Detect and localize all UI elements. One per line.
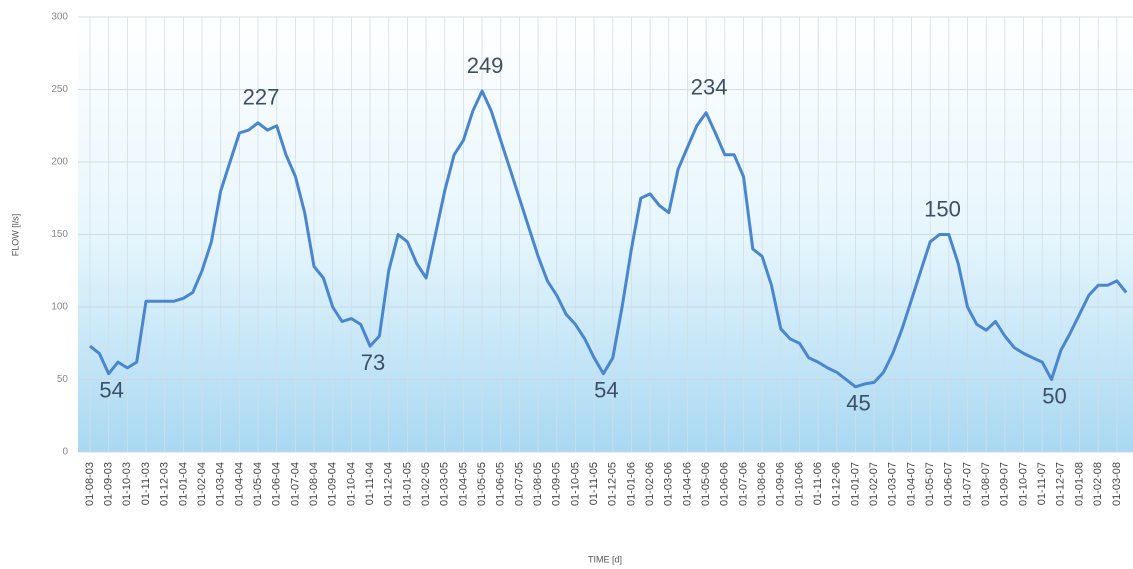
x-tick-label: 01-03-05: [439, 462, 451, 506]
x-tick-label: 01-08-05: [532, 462, 544, 506]
x-tick-label: 01-12-03: [159, 462, 171, 506]
x-tick-label: 01-01-04: [177, 462, 189, 506]
x-tick-label: 01-04-06: [681, 462, 693, 506]
x-tick-label: 01-04-05: [457, 462, 469, 506]
x-tick-label: 01-05-05: [476, 462, 488, 506]
x-tick-label: 01-03-07: [887, 462, 899, 506]
x-tick-label: 01-11-07: [1036, 462, 1048, 505]
x-tick-label: 01-07-05: [513, 462, 525, 506]
x-tick-label: 01-05-07: [924, 462, 936, 506]
x-tick-label: 01-01-07: [849, 462, 861, 506]
x-tick-label: 01-12-05: [607, 462, 619, 506]
y-tick-label: 50: [57, 374, 69, 385]
x-tick-label: 01-04-07: [905, 462, 917, 506]
x-tick-label: 01-06-05: [495, 462, 507, 506]
x-tick-label: 01-07-07: [961, 462, 973, 506]
y-tick-label: 150: [51, 229, 68, 240]
value-label: 50: [1042, 383, 1066, 408]
x-tick-label: 01-10-03: [121, 462, 133, 506]
x-axis-label: TIME [d]: [588, 554, 622, 564]
value-label: 45: [846, 391, 870, 416]
x-tick-label: 01-03-08: [1111, 462, 1123, 506]
line: [89, 89, 1128, 389]
x-tick-label: 01-11-04: [364, 462, 376, 505]
x-tick-label: 01-06-07: [943, 462, 955, 506]
x-tick-label: 01-09-07: [999, 462, 1011, 506]
x-tick-label: 01-09-06: [775, 462, 787, 506]
x-tick-label: 01-01-05: [401, 462, 413, 506]
y-tick-label: 250: [51, 84, 68, 95]
x-tick-label: 01-09-03: [103, 462, 115, 506]
y-tick-label: 300: [51, 12, 68, 23]
x-tick-label: 01-03-04: [215, 462, 227, 506]
x-tick-label: 01-09-04: [327, 462, 339, 506]
x-tick-label: 01-12-06: [831, 462, 843, 506]
x-tick-label: 01-05-06: [700, 462, 712, 506]
x-tick-label: 01-06-04: [271, 462, 283, 506]
x-tick-label: 01-10-07: [1017, 462, 1029, 506]
x-tick-label: 01-12-07: [1055, 462, 1067, 506]
x-tick-label: 01-09-05: [551, 462, 563, 506]
y-axis-label: FLOW [l/s]: [10, 214, 20, 257]
x-tick-label: 01-01-08: [1073, 462, 1085, 506]
x-tick-label: 01-10-05: [569, 462, 581, 506]
x-tick-label: 01-08-04: [308, 462, 320, 506]
value-label: 234: [691, 75, 728, 100]
x-tick-label: 01-07-04: [289, 462, 301, 506]
x-tick-label: 01-04-04: [233, 462, 245, 506]
x-tick-label: 01-11-06: [812, 462, 824, 505]
x-tick-label: 01-02-04: [196, 462, 208, 506]
x-tick-label: 01-02-08: [1092, 462, 1104, 506]
x-tick-label: 01-08-03: [84, 462, 96, 506]
value-label: 227: [243, 85, 280, 110]
value-label: 73: [361, 350, 385, 375]
x-tick-label: 01-05-04: [252, 462, 264, 506]
x-tick-label: 01-01-06: [625, 462, 637, 506]
x-tick-label: 01-12-04: [383, 462, 395, 506]
x-tick-label: 01-08-07: [980, 462, 992, 506]
x-tick-label: 01-10-06: [793, 462, 805, 506]
value-label: 54: [99, 378, 123, 403]
x-tick-label: 01-02-05: [420, 462, 432, 506]
y-tick-label: 200: [51, 157, 68, 168]
x-tick-label: 01-07-06: [737, 462, 749, 506]
x-tick-label: 01-08-06: [756, 462, 768, 506]
x-tick-label: 01-03-06: [663, 462, 675, 506]
value-label: 249: [467, 53, 504, 78]
value-label: 150: [924, 196, 961, 221]
x-tick-label: 01-02-07: [868, 462, 880, 506]
y-tick-label: 0: [62, 447, 68, 458]
x-tick-label: 01-11-05: [588, 462, 600, 505]
value-label: 54: [594, 378, 618, 403]
x-tick-label: 01-02-06: [644, 462, 656, 506]
x-tick-label: 01-06-06: [719, 462, 731, 506]
x-tick-label: 01-11-03: [140, 462, 152, 505]
x-tick-label: 01-10-04: [345, 462, 357, 506]
y-tick-label: 100: [51, 302, 68, 313]
